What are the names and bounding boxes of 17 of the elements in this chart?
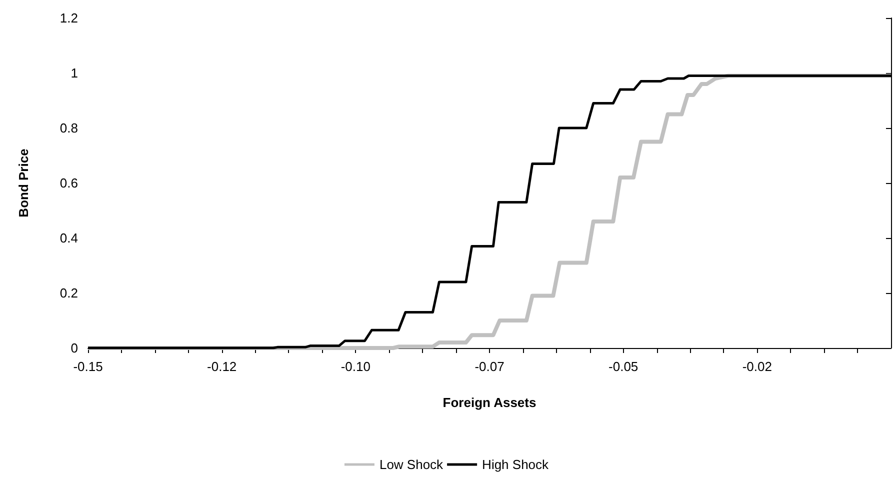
y-tick-label: 0 (70, 340, 78, 356)
y-tick-label: 0.6 (60, 176, 78, 190)
x-tick-label: -0.10 (340, 359, 370, 374)
y-tick-label: 1 (70, 66, 78, 80)
y-tick-label: 0.2 (60, 286, 78, 300)
x-tick-label: -0.12 (207, 359, 237, 374)
x-tick-label: -0.07 (474, 359, 504, 374)
x-tick-label: -0.05 (608, 359, 638, 374)
legend-label: High Shock (482, 457, 550, 472)
y-axis-title: Bond Price (16, 148, 31, 218)
y-tick-label: 1.2 (60, 10, 78, 26)
x-tick-label: -0.02 (742, 359, 772, 374)
x-axis-title: Foreign Assets (442, 395, 536, 410)
y-tick-label: 0.4 (60, 230, 78, 246)
legend-label: Low Shock (379, 457, 444, 472)
x-tick-label: -0.15 (73, 359, 103, 374)
y-tick-label: 0.8 (60, 120, 78, 136)
